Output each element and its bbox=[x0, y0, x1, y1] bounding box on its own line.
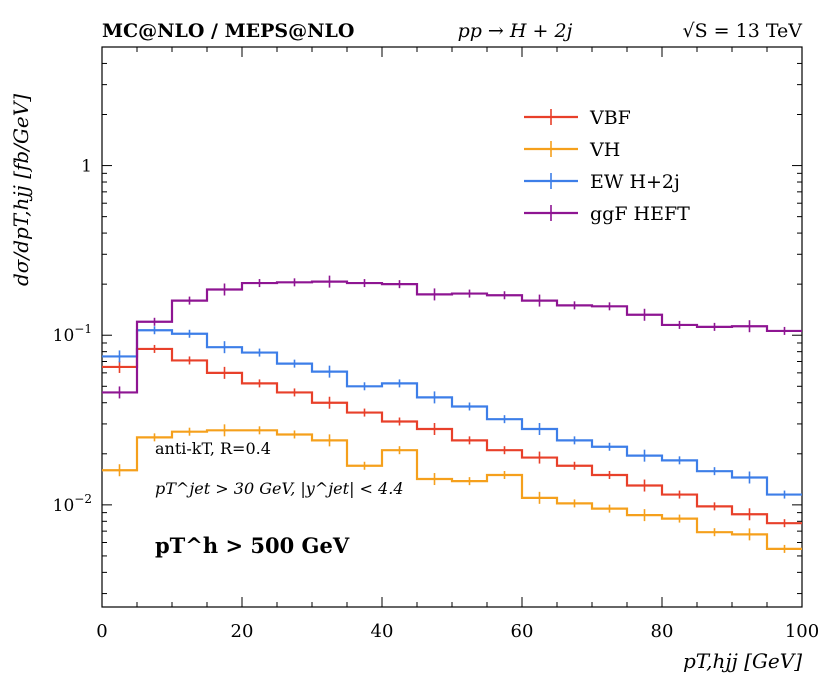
annotation-jet-cuts: pT^jet > 30 GeV, |y^jet| < 4.4 bbox=[155, 479, 404, 498]
header-left: MC@NLO / MEPS@NLO bbox=[102, 20, 354, 42]
x-tick-label: 20 bbox=[231, 621, 254, 642]
y-axis-label: dσ/dpT,hjj [fb/GeV] bbox=[9, 94, 33, 286]
series-line-ew-h-2j bbox=[102, 329, 802, 496]
x-tick-label: 80 bbox=[651, 621, 674, 642]
x-tick-label: 60 bbox=[511, 621, 534, 642]
legend-label-vh: VH bbox=[589, 139, 620, 161]
annotation-jet-algorithm: anti-kT, R=0.4 bbox=[155, 439, 271, 458]
y-tick-label: 10−2 bbox=[53, 492, 92, 516]
legend-label-vbf: VBF bbox=[589, 107, 631, 129]
series-line-vh bbox=[102, 429, 802, 551]
series-layer bbox=[102, 275, 802, 553]
x-tick-label: 40 bbox=[371, 621, 394, 642]
legend-label-ggf-heft: ggF HEFT bbox=[590, 203, 690, 225]
x-axis-label: pT,hjj [GeV] bbox=[683, 649, 802, 673]
x-tick-label: 0 bbox=[96, 621, 107, 642]
header-right: √S = 13 TeV bbox=[682, 20, 802, 42]
legend: VBF VH EW H+2j ggF HEFT bbox=[524, 107, 690, 225]
series-ggf-heft bbox=[102, 275, 802, 399]
series-vh bbox=[102, 424, 802, 553]
axis-ticks: 0 20 40 60 80 100 1 10−1 10−2 bbox=[53, 46, 819, 642]
y-tick-label: 1 bbox=[81, 157, 92, 177]
x-tick-label: 100 bbox=[785, 621, 819, 642]
series-vbf bbox=[102, 344, 802, 528]
series-ew-h-2j bbox=[102, 326, 802, 499]
y-tick-label: 10−1 bbox=[53, 322, 92, 346]
header-center: pp → H + 2j bbox=[458, 20, 573, 42]
legend-label-ew-h-2j: EW H+2j bbox=[590, 171, 680, 193]
annotation-pt-cut: pT^h > 500 GeV bbox=[155, 533, 350, 558]
